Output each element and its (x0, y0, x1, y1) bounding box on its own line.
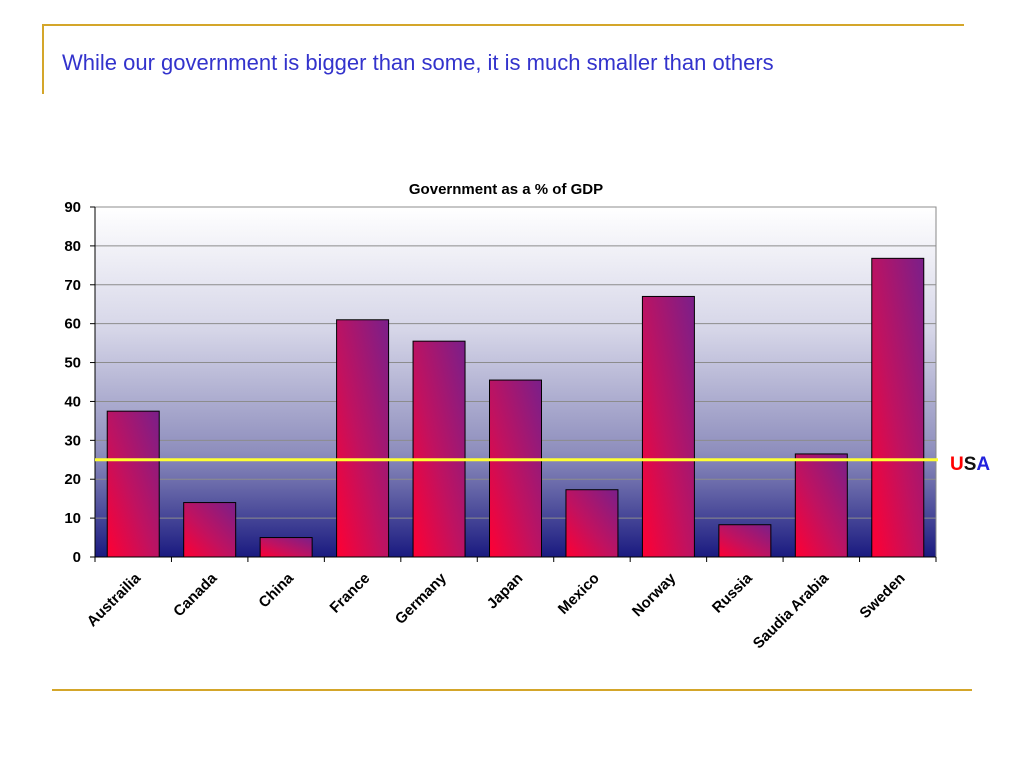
usa-letter-a: A (976, 454, 991, 475)
y-tick-label: 40 (64, 393, 81, 410)
accent-top-line (42, 24, 964, 26)
y-tick-label: 20 (64, 471, 81, 488)
x-category-label: Germany (392, 569, 450, 627)
x-category-label: Saudia Arabia (750, 569, 833, 652)
bar (336, 319, 390, 558)
x-category-label: Canada (170, 569, 221, 620)
y-tick-label: 90 (64, 199, 81, 216)
bar (259, 537, 313, 558)
bar (412, 340, 466, 558)
y-tick-label: 0 (73, 549, 81, 566)
bar (794, 453, 848, 558)
y-tick-label: 30 (64, 432, 81, 449)
usa-letter-u: U (950, 454, 964, 475)
x-category-label: Norway (629, 569, 680, 620)
bar (718, 524, 772, 558)
bar (641, 295, 695, 558)
y-tick-label: 80 (64, 238, 81, 255)
accent-bottom-line (52, 689, 972, 691)
x-category-label: Japan (484, 570, 527, 613)
y-tick-label: 10 (64, 510, 81, 527)
x-category-label: China (255, 569, 297, 611)
usa-letter-s: S (963, 454, 977, 475)
y-tick-label: 70 (64, 277, 81, 294)
bar (183, 502, 237, 558)
usa-reference-label: USA (950, 454, 990, 476)
x-category-label: Russia (709, 569, 756, 616)
bar (565, 489, 619, 558)
accent-vertical-line (42, 24, 44, 94)
plot-area: 0 10 20 30 40 50 60 70 80 90 Austrailia Canada China… (64, 199, 938, 652)
bar (106, 410, 160, 558)
x-category-label: Austrailia (84, 569, 145, 630)
x-category-label: Sweden (856, 570, 908, 622)
slide-title: While our government is bigger than some… (62, 50, 774, 75)
x-category-label: France (327, 570, 374, 617)
y-tick-label: 50 (64, 355, 81, 372)
x-category-label: Mexico (555, 570, 603, 618)
bar (489, 379, 542, 558)
chart-title: Government as a % of GDP (409, 181, 603, 198)
y-tick-label: 60 (64, 316, 81, 333)
bar (871, 257, 925, 558)
